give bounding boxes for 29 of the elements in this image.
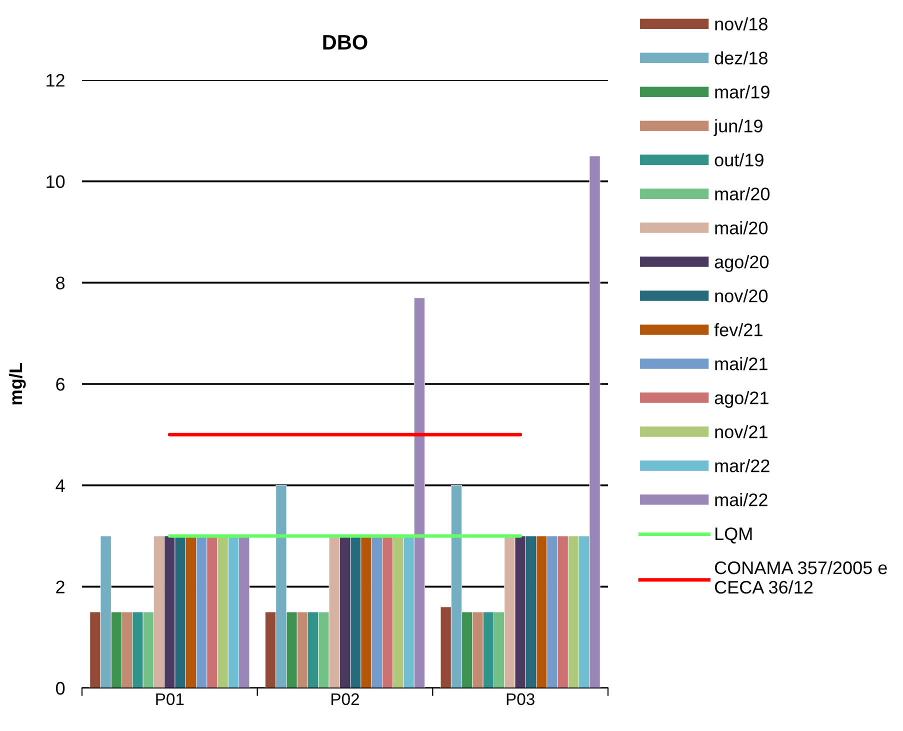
legend-label: ago/21 — [714, 391, 768, 408]
y-tick-label: 0 — [56, 682, 65, 695]
legend-label: ago/20 — [714, 255, 769, 272]
legend-label: nov/18 — [715, 17, 768, 30]
y-tick-label: 4 — [56, 479, 65, 492]
y-tick-label: 2 — [56, 580, 64, 594]
y-tick-label: 6 — [56, 378, 65, 391]
y-tick-label: 8 — [56, 276, 65, 290]
chart-title: DBO — [323, 34, 368, 50]
legend-label: mar/22 — [715, 459, 770, 472]
x-tick-label: P03 — [506, 693, 534, 706]
legend-label: fev/21 — [714, 323, 762, 336]
legend-label: nov/21 — [715, 425, 768, 438]
x-tick-label: P02 — [332, 693, 359, 706]
legend-label: nov/20 — [715, 289, 768, 302]
legend-label: out/19 — [714, 153, 764, 166]
y-tick-label: 12 — [46, 74, 64, 87]
legend-label: LQM — [716, 527, 752, 544]
legend-label: mai/20 — [715, 221, 768, 234]
legend-label: jun/19 — [714, 119, 762, 136]
legend-label: CONAMA 357/2005 e CECA 36/12 — [714, 560, 887, 594]
legend-label: mar/19 — [715, 85, 770, 98]
x-tick-label: P01 — [156, 693, 184, 706]
legend-label: dez/18 — [714, 51, 768, 64]
legend-label: mai/22 — [715, 492, 768, 506]
legend-label: mai/21 — [715, 357, 768, 370]
y-tick-label: 10 — [46, 175, 65, 188]
legend-label: mar/20 — [715, 187, 770, 200]
y-axis-title: mg/L — [8, 362, 26, 404]
